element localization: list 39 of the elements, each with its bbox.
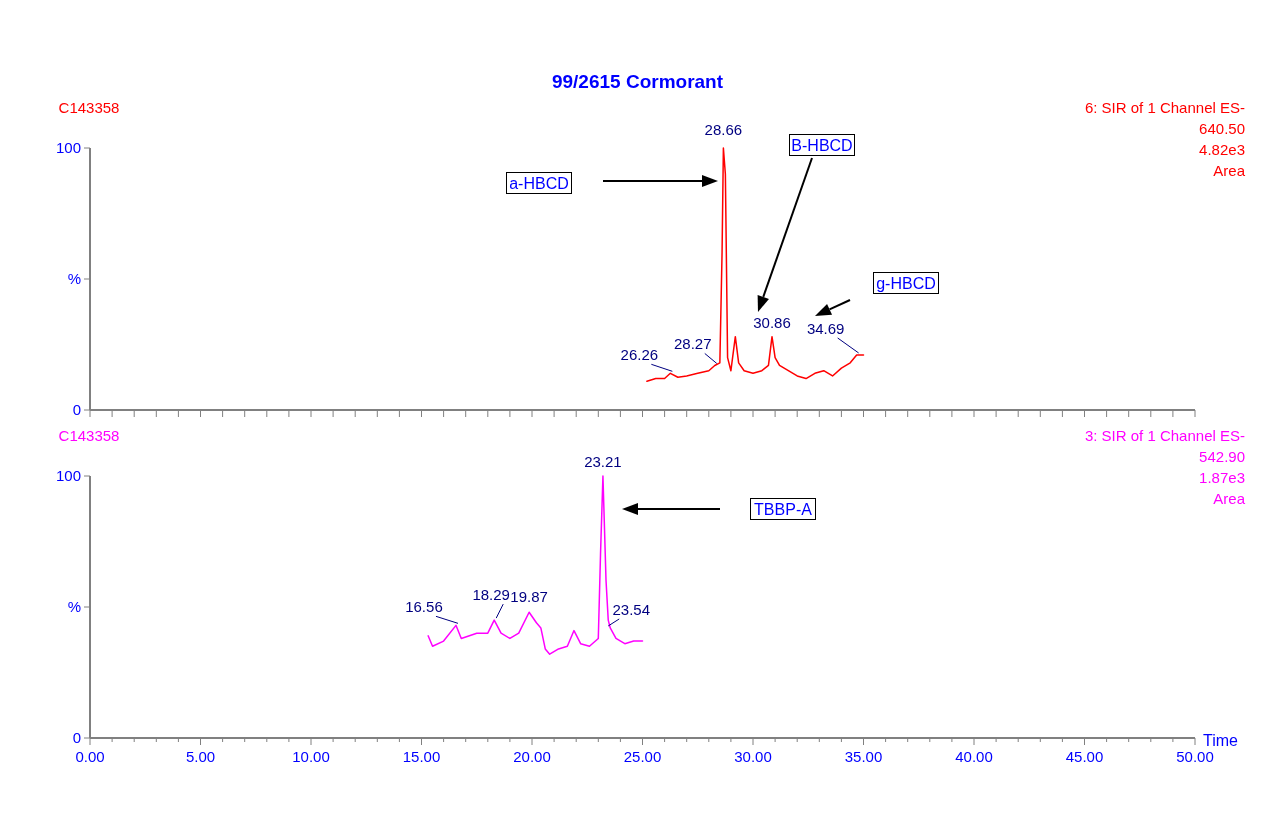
- text: 6: SIR of 1 Channel ES-: [1084, 99, 1245, 116]
- annotation: 19.87: [510, 588, 548, 606]
- text: 4.82e3: [1199, 141, 1245, 158]
- x-tick-label: 45.00: [1065, 748, 1104, 765]
- x-tick-label: 30.00: [734, 748, 772, 765]
- x-tick-label: 0.00: [75, 748, 105, 765]
- annotation: 28.66: [704, 121, 743, 138]
- annotation: 30.86: [753, 313, 791, 331]
- text: 640.50: [1199, 120, 1245, 137]
- y-tick-label: %: [67, 270, 81, 287]
- y-tick-label: 0: [72, 729, 81, 746]
- x-tick-label: 50.00: [1176, 748, 1214, 765]
- annotation: 34.69: [806, 319, 845, 337]
- x-tick-label: 25.00: [623, 748, 662, 765]
- y-tick-label: %: [67, 598, 81, 615]
- y-tick-label: 0: [72, 401, 81, 418]
- text: Area: [1213, 490, 1246, 507]
- y-tick-label: 100: [55, 139, 81, 156]
- chart-title: 99/2615 Cormorant: [551, 71, 724, 92]
- x-tick-label: 35.00: [844, 748, 883, 765]
- annotation: 16.56: [405, 598, 443, 616]
- text: 3: SIR of 1 Channel ES-: [1084, 427, 1245, 444]
- annotation: 26.26: [620, 346, 659, 364]
- x-tick-label: 20.00: [513, 748, 551, 765]
- x-axis-title: Time: [1203, 732, 1239, 749]
- y-tick-label: 100: [55, 467, 81, 484]
- annotation: 23.54: [612, 600, 651, 618]
- annotation: 23.21: [584, 453, 622, 470]
- x-tick-label: 40.00: [955, 748, 993, 765]
- text: C143358: [58, 427, 120, 444]
- annotation: 28.27: [673, 335, 712, 353]
- text: C143358: [58, 99, 120, 116]
- x-tick-label: 5.00: [185, 748, 216, 765]
- text: 542.90: [1199, 448, 1245, 465]
- text: Area: [1213, 162, 1246, 179]
- x-tick-label: 15.00: [402, 748, 441, 765]
- x-tick-label: 10.00: [292, 748, 330, 765]
- text: 1.87e3: [1199, 469, 1245, 486]
- annotation: 18.29: [472, 586, 510, 604]
